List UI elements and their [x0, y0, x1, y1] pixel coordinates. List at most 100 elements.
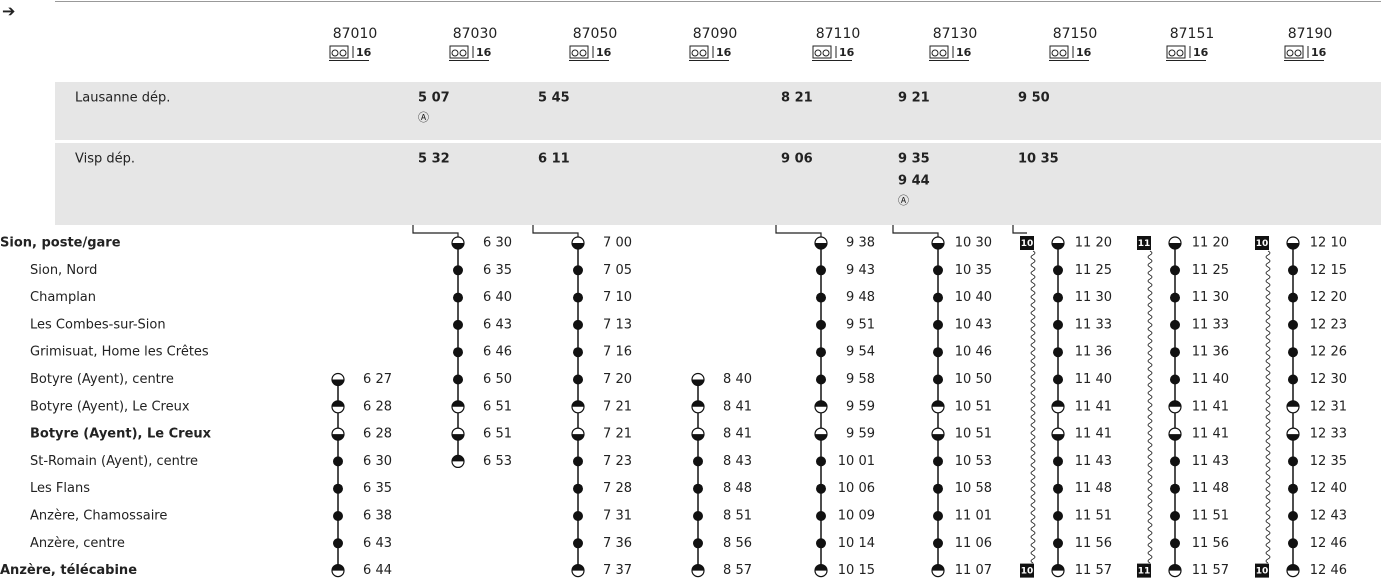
- stop-time: 8 48: [723, 481, 752, 496]
- stop-dot: [1288, 292, 1298, 303]
- stop-half: [452, 243, 464, 249]
- stop-time: 6 30: [483, 236, 512, 251]
- stop-time: 12 40: [1310, 481, 1347, 496]
- stop-time: 6 44: [363, 563, 392, 578]
- connection-time: 10 35: [1018, 152, 1059, 167]
- station-name: Sion, Nord: [30, 263, 97, 278]
- stop-dot: [1170, 265, 1180, 276]
- bike-wheel: [459, 49, 467, 57]
- stop-time: 11 36: [1075, 345, 1112, 360]
- stop-dot: [453, 292, 463, 303]
- badge: [1255, 236, 1269, 250]
- station-name: Botyre (Ayent), Le Creux: [30, 427, 212, 442]
- connection-band: [55, 82, 1381, 140]
- stop-dot: [1288, 347, 1298, 358]
- stop-dot: [1170, 456, 1180, 467]
- stop-dot: [1053, 538, 1063, 549]
- station-name: St-Romain (Ayent), centre: [30, 454, 198, 469]
- stop-time: 11 07: [955, 563, 992, 578]
- stop-half: [692, 379, 704, 386]
- stop-dot: [933, 292, 943, 303]
- connection-time: 9 44: [898, 174, 930, 189]
- footnote: 16: [356, 46, 372, 59]
- stop-time: 9 58: [846, 372, 875, 387]
- bike-icon: [329, 45, 349, 59]
- bike-wheel: [939, 49, 947, 57]
- stop-time: 6 50: [483, 372, 512, 387]
- stop-dot: [1170, 374, 1180, 385]
- stop-dot: [333, 538, 343, 549]
- stop-time: 8 43: [723, 454, 752, 469]
- stop-dot: [816, 265, 826, 276]
- stop-time: 9 38: [846, 236, 875, 251]
- train-number: 87151: [1170, 26, 1215, 42]
- stop-time: 11 25: [1075, 263, 1112, 278]
- stop-dot: [933, 374, 943, 385]
- stop-dot: [1288, 538, 1298, 549]
- connection-note: Ⓐ: [898, 194, 909, 207]
- bike-wheel: [699, 49, 707, 57]
- stop-dot: [693, 538, 703, 549]
- stop-dot: [333, 511, 343, 521]
- stop-time: 11 57: [1075, 563, 1112, 578]
- train-number: 87190: [1288, 26, 1333, 42]
- stop-time: 10 15: [838, 563, 875, 578]
- stop-time: 7 21: [603, 427, 632, 442]
- stop-dot: [333, 483, 343, 494]
- stop-dot: [1053, 292, 1063, 303]
- stop-time: 10 40: [955, 290, 992, 305]
- bike-wheel: [691, 49, 699, 57]
- station-name: Sion, poste/gare: [0, 236, 121, 251]
- stop-half: [452, 455, 464, 462]
- badge-label: 10: [1256, 567, 1269, 577]
- stop-time: 12 43: [1310, 509, 1347, 524]
- stop-time: 8 41: [723, 399, 752, 414]
- stop-half: [815, 400, 827, 407]
- stop-time: 6 38: [363, 509, 392, 524]
- stop-dot: [453, 347, 463, 358]
- stop-time: 11 33: [1192, 317, 1229, 332]
- bike-wheel: [451, 49, 459, 57]
- stop-dot: [1288, 319, 1298, 330]
- stop-time: 11 40: [1192, 372, 1229, 387]
- stop-time: 6 43: [363, 536, 392, 551]
- stop-time: 12 35: [1310, 454, 1347, 469]
- bike-wheel: [931, 49, 939, 57]
- bike-icon: [689, 45, 709, 59]
- bike-wheel: [1294, 49, 1302, 57]
- train-number: 87050: [573, 26, 618, 42]
- footnote: 16: [596, 46, 612, 59]
- station-name: Grimisuat, Home les Crêtes: [30, 345, 209, 360]
- stop-dot: [933, 265, 943, 276]
- bike-wheel: [571, 49, 579, 57]
- connection-time: 8 21: [781, 91, 813, 106]
- stop-dot: [816, 483, 826, 494]
- stop-time: 10 01: [838, 454, 875, 469]
- stop-time: 6 53: [483, 454, 512, 469]
- stop-dot: [1170, 292, 1180, 303]
- stop-dot: [573, 538, 583, 549]
- footnote: 16: [956, 46, 972, 59]
- stop-time: 12 31: [1310, 399, 1347, 414]
- stop-dot: [573, 483, 583, 494]
- train-number: 87130: [933, 26, 978, 42]
- train-number: 87090: [693, 26, 738, 42]
- stop-time: 10 53: [955, 454, 992, 469]
- stop-half: [332, 564, 344, 571]
- stop-half: [692, 434, 704, 441]
- stop-time: 11 56: [1075, 536, 1112, 551]
- stop-half: [815, 243, 827, 249]
- stop-time: 10 51: [955, 399, 992, 414]
- badge: [1020, 563, 1034, 578]
- bike-icon: [449, 45, 469, 59]
- stop-dot: [1053, 483, 1063, 494]
- stop-time: 6 27: [363, 372, 392, 387]
- stop-half: [332, 434, 344, 441]
- stop-time: 10 58: [955, 481, 992, 496]
- connection-time: 9 50: [1018, 91, 1050, 106]
- stop-dot: [1170, 319, 1180, 330]
- stop-time: 9 54: [846, 345, 875, 360]
- station-name: Les Combes-sur-Sion: [30, 317, 166, 332]
- badge-label: 10: [1021, 239, 1034, 249]
